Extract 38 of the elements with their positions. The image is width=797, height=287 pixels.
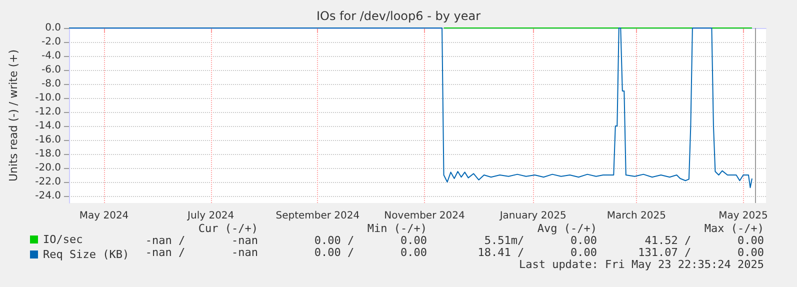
x-tick-label: January 2025 (498, 210, 566, 222)
x-tick-label: March 2025 (606, 210, 666, 222)
x-tick-label: July 2024 (186, 210, 234, 222)
text: 0.00 / 0.00 (314, 234, 427, 247)
x-tick-label: May 2024 (79, 210, 129, 222)
legend-label: Req Size (KB) (43, 248, 130, 261)
text: 18.41 / 0.00 (478, 246, 597, 259)
y-tick-label: -20.0 (35, 162, 61, 174)
y-tick-label: -2.0 (41, 36, 61, 48)
y-tick-label: -24.0 (35, 190, 61, 202)
y-tick-label: -12.0 (35, 106, 61, 118)
x-tick-label: September 2024 (276, 210, 360, 222)
y-tick-label: -16.0 (35, 134, 61, 146)
y-tick-label: -6.0 (41, 64, 61, 76)
y-tick-label: -8.0 (41, 78, 61, 90)
text: 5.51m/ 0.00 (484, 234, 597, 247)
x-tick-label: May 2025 (718, 210, 768, 222)
x-tick-label: November 2024 (384, 210, 465, 222)
y-tick-label: 0.0 (45, 22, 61, 34)
text: 131.07 / 0.00 (638, 246, 764, 259)
y-tick-label: -14.0 (35, 120, 61, 132)
text: 0.00 / 0.00 (314, 246, 427, 259)
text: -nan / -nan (145, 246, 258, 259)
text: 41.52 / 0.00 (644, 234, 764, 247)
text: Avg (-/+) (537, 222, 597, 235)
text: -nan / -nan (145, 234, 258, 247)
y-axis-title: Units read (-) / write (+) (7, 49, 20, 182)
text: Last update: Fri May 23 22:35:24 2025 (518, 258, 764, 271)
y-tick-label: -4.0 (41, 50, 61, 62)
legend-label: IO/sec (43, 233, 83, 246)
text: Max (-/+) (704, 222, 764, 235)
y-tick-label: -10.0 (35, 92, 61, 104)
text: Cur (-/+) (198, 222, 258, 235)
y-tick-label: -18.0 (35, 148, 61, 160)
chart-title: IOs for /dev/loop6 - by year (316, 9, 481, 23)
y-tick-label: -22.0 (35, 176, 61, 188)
text: Min (-/+) (367, 222, 427, 235)
line-series (68, 28, 752, 188)
